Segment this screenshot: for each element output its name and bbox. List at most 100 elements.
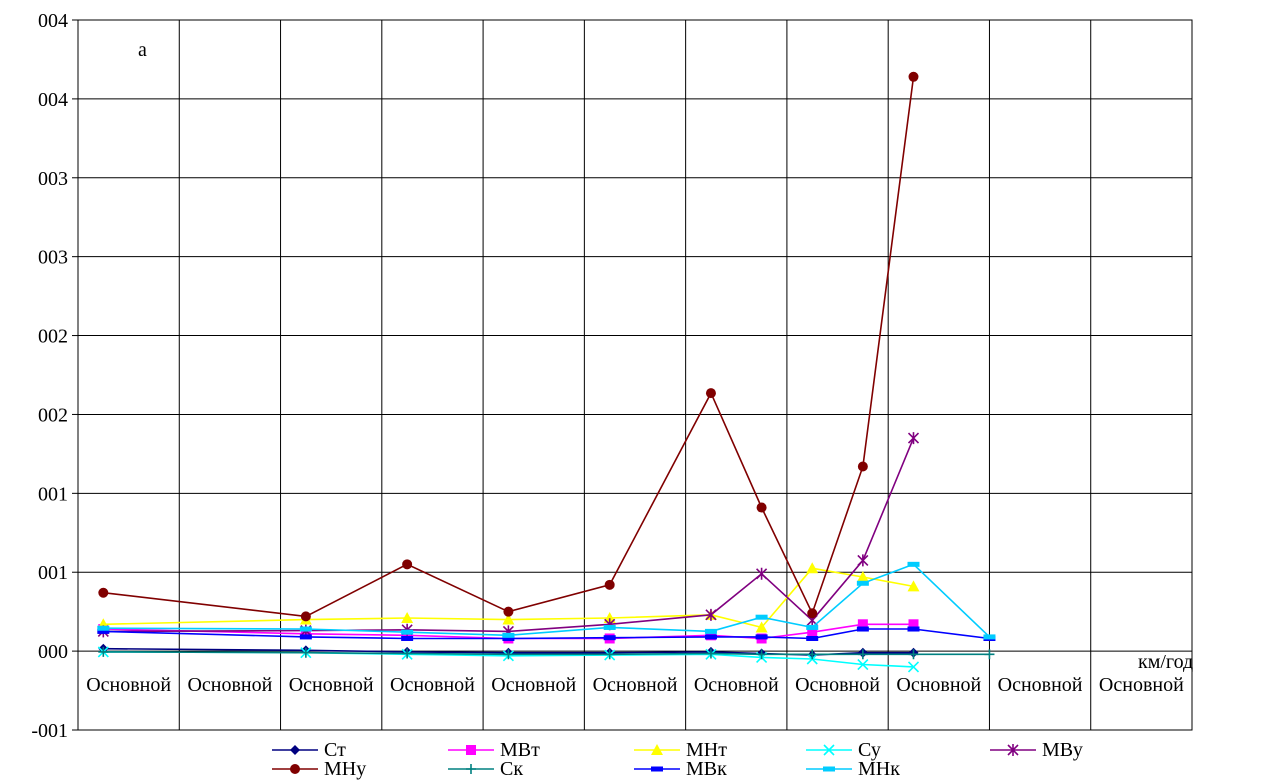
data-point xyxy=(908,71,919,82)
legend-label: МНу xyxy=(324,758,366,780)
legend-label: Ст xyxy=(324,739,346,761)
data-point xyxy=(907,661,920,673)
series-line xyxy=(103,76,915,618)
data-point xyxy=(756,649,767,660)
y-tick-label: 004 xyxy=(38,10,68,32)
series-6 xyxy=(98,71,919,622)
series-8 xyxy=(97,626,996,641)
data-point xyxy=(97,625,110,631)
data-point xyxy=(401,629,414,635)
x-tick-label: Основной xyxy=(593,674,678,696)
x-tick-label: Основной xyxy=(1099,674,1184,696)
x-tick-label: Основной xyxy=(491,674,576,696)
data-point xyxy=(604,579,615,590)
data-point xyxy=(705,608,717,621)
y-axis-tick-labels: -001 000 001 001 002 002 003 003 004 004 xyxy=(31,10,78,742)
data-point xyxy=(97,628,110,634)
data-point xyxy=(823,766,835,772)
data-point xyxy=(856,580,869,586)
data-point xyxy=(704,628,717,634)
data-point xyxy=(908,649,919,660)
x-tick-label: Основной xyxy=(694,674,779,696)
series-9 xyxy=(97,561,996,640)
data-point xyxy=(98,646,109,657)
grid xyxy=(77,19,1193,731)
data-point xyxy=(907,580,920,592)
data-point xyxy=(1007,744,1019,756)
data-point xyxy=(857,658,869,671)
y-tick-label: 001 xyxy=(38,562,68,584)
data-point xyxy=(857,461,868,472)
data-point xyxy=(857,619,868,630)
data-point xyxy=(704,634,717,640)
data-point xyxy=(290,764,300,774)
data-point xyxy=(807,649,818,660)
data-point xyxy=(907,626,920,632)
legend-entry: МВт xyxy=(448,739,540,761)
data-point xyxy=(984,649,995,660)
data-point xyxy=(502,613,515,625)
data-point xyxy=(401,611,414,623)
data-point xyxy=(756,567,768,580)
data-point xyxy=(502,632,515,638)
data-point xyxy=(807,608,818,619)
x-tick-label: Основной xyxy=(289,674,374,696)
data-point xyxy=(755,634,768,640)
data-point xyxy=(300,647,311,658)
data-point xyxy=(705,388,716,399)
data-point xyxy=(604,649,615,660)
data-point xyxy=(756,502,767,513)
data-point xyxy=(466,764,476,774)
data-point xyxy=(823,744,835,756)
data-point xyxy=(857,649,868,660)
x-tick-label: Основной xyxy=(86,674,171,696)
x-tick-label: Основной xyxy=(998,674,1083,696)
x-axis-tick-labels: Основной Основной Основной Основной Основной… xyxy=(86,674,1184,696)
data-point xyxy=(856,626,869,632)
data-point xyxy=(603,635,616,641)
y-tick-label: -001 xyxy=(31,720,68,742)
plot-frame xyxy=(77,19,1193,731)
series-layer xyxy=(97,71,996,673)
y-tick-label: 002 xyxy=(38,326,68,348)
legend-entry: Ст xyxy=(272,739,346,761)
legend-entry: МНу xyxy=(272,758,366,780)
data-point xyxy=(502,635,515,641)
y-tick-label: 003 xyxy=(38,168,68,190)
data-point xyxy=(503,649,514,660)
data-point xyxy=(503,606,514,617)
legend-entry: МВк xyxy=(634,758,727,780)
legend-entry: МНк xyxy=(806,758,900,780)
data-point xyxy=(98,587,109,598)
data-point xyxy=(806,624,819,630)
x-tick-label: Основной xyxy=(795,674,880,696)
y-tick-label: 004 xyxy=(38,89,68,111)
data-point xyxy=(603,624,616,630)
data-point xyxy=(705,648,716,659)
data-point xyxy=(755,614,768,620)
y-tick-label: 000 xyxy=(38,641,68,663)
data-point xyxy=(806,635,819,641)
x-tick-label: Основной xyxy=(187,674,272,696)
data-point xyxy=(806,562,819,574)
legend-entry: МНт xyxy=(634,739,727,761)
data-point xyxy=(402,559,413,570)
data-point xyxy=(908,619,919,630)
legend-label: МВк xyxy=(686,758,727,780)
data-point xyxy=(755,621,768,633)
y-tick-label: 002 xyxy=(38,404,68,426)
legend-label: МНт xyxy=(686,739,727,761)
y-tick-label: 003 xyxy=(38,247,68,269)
x-tick-label: Основной xyxy=(390,674,475,696)
data-point xyxy=(857,554,869,567)
panel-label: a xyxy=(138,39,147,61)
legend-label: МНк xyxy=(858,758,900,780)
data-point xyxy=(651,744,663,755)
data-point xyxy=(807,627,818,638)
data-point xyxy=(856,570,869,582)
data-point xyxy=(651,766,663,772)
data-point xyxy=(402,648,413,659)
legend-entry: Ск xyxy=(448,758,523,780)
data-point xyxy=(290,745,300,755)
